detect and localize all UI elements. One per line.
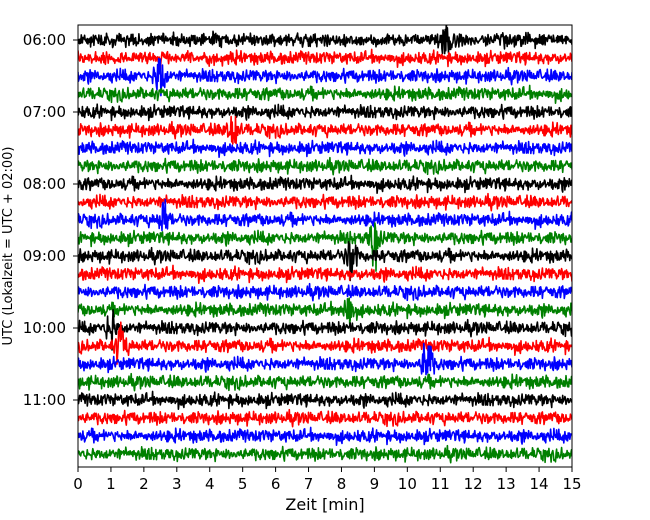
x-tick-label: 6 xyxy=(271,475,281,493)
trace-line xyxy=(78,84,572,104)
x-tick-label: 1 xyxy=(106,475,116,493)
trace-line xyxy=(78,115,572,145)
x-tick-label: 2 xyxy=(139,475,149,493)
x-tick-label: 9 xyxy=(370,475,380,493)
trace-line xyxy=(78,309,572,351)
x-axis-label: Zeit [min] xyxy=(285,495,364,514)
x-tick-label: 0 xyxy=(73,475,83,493)
trace-line xyxy=(78,426,572,446)
x-tick-label: 11 xyxy=(431,475,450,493)
x-tick-label: 5 xyxy=(238,475,248,493)
x-tick-label: 8 xyxy=(337,475,347,493)
y-tick-label: 08:00 xyxy=(23,175,66,193)
y-tick-label: 11:00 xyxy=(23,391,66,409)
y-tick-label: 10:00 xyxy=(23,319,66,337)
trace-line xyxy=(78,174,572,194)
trace-line xyxy=(78,241,572,282)
y-tick-label: 07:00 xyxy=(23,103,66,121)
trace-line xyxy=(78,25,572,55)
x-axis: 0 1 2 3 4 5 6 7 8 9 10 11 12 13 14 15 xyxy=(73,467,582,493)
trace-line xyxy=(78,48,572,71)
trace-line xyxy=(78,222,572,272)
x-tick-label: 7 xyxy=(304,475,314,493)
trace-line xyxy=(78,103,572,122)
y-tick-label: 09:00 xyxy=(23,247,66,265)
trace-line xyxy=(78,342,572,376)
trace-line xyxy=(78,156,572,176)
trace-line xyxy=(78,444,572,464)
x-tick-label: 4 xyxy=(205,475,215,493)
x-tick-label: 12 xyxy=(464,475,483,493)
x-tick-label: 15 xyxy=(562,475,581,493)
trace-line xyxy=(78,57,572,97)
trace-line xyxy=(78,198,572,232)
x-tick-label: 14 xyxy=(530,475,549,493)
trace-line xyxy=(78,192,572,212)
trace-group xyxy=(78,25,572,464)
trace-line xyxy=(78,138,572,158)
trace-line xyxy=(78,264,572,284)
trace-line xyxy=(78,408,572,428)
y-axis-label: UTC (Lokalzeit = UTC + 02:00) xyxy=(1,147,16,346)
trace-line xyxy=(78,297,572,325)
x-tick-label: 13 xyxy=(497,475,516,493)
trace-line xyxy=(78,282,572,302)
trace-line xyxy=(78,372,572,392)
y-tick-label: 06:00 xyxy=(23,31,66,49)
trace-line xyxy=(78,390,572,410)
x-tick-label: 10 xyxy=(398,475,417,493)
x-tick-label: 3 xyxy=(172,475,182,493)
trace-line xyxy=(78,321,572,365)
plot-frame xyxy=(77,24,573,468)
y-axis: 06:00 07:00 08:00 09:00 10:00 11:00 xyxy=(23,31,78,409)
